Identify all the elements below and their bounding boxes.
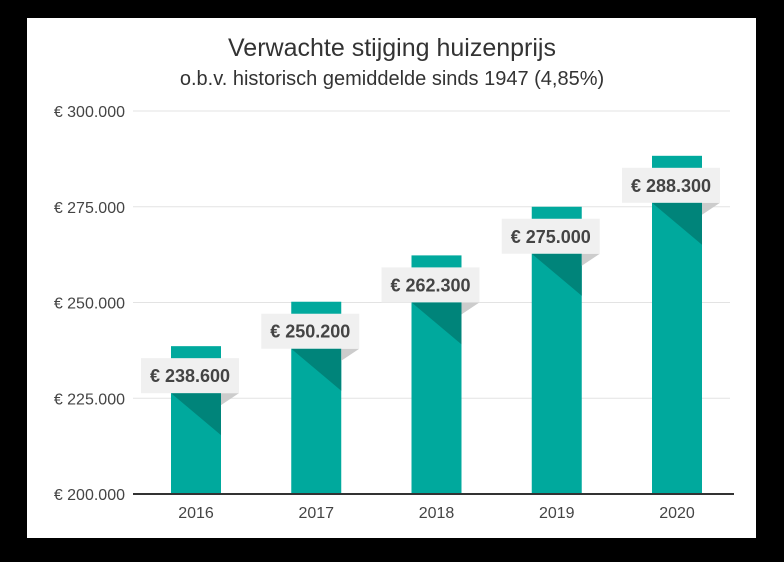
data-label: € 288.300 — [631, 176, 711, 196]
x-tick-label: 2020 — [659, 505, 695, 522]
label-fold — [341, 348, 360, 361]
x-tick-label: 2016 — [178, 505, 214, 522]
data-label-box — [381, 267, 480, 303]
data-label-box — [622, 167, 720, 203]
label-fold — [581, 253, 600, 266]
bar-shade — [291, 348, 342, 391]
data-label-box — [501, 218, 600, 254]
chart-subtitle: o.b.v. historisch gemiddelde sinds 1947 … — [179, 68, 605, 90]
bar-shade — [411, 302, 462, 345]
label-fold — [221, 393, 239, 406]
y-tick-label: € 300.000 — [54, 104, 125, 121]
y-tick-label: € 250.000 — [54, 296, 125, 313]
data-label-box — [261, 313, 360, 349]
data-label: € 250.200 — [270, 322, 350, 342]
label-fold — [702, 202, 720, 215]
bar-shade — [652, 202, 702, 245]
y-tick-label: € 225.000 — [54, 391, 125, 408]
x-tick-label: 2019 — [539, 505, 575, 522]
bar-shade — [171, 393, 221, 436]
data-label: € 275.000 — [511, 227, 591, 247]
data-label-box — [141, 358, 239, 394]
label-fold — [461, 302, 480, 315]
chart-title: Verwachte stijging huizenprijs — [228, 34, 556, 62]
x-tick-label: 2017 — [298, 505, 334, 522]
data-label: € 238.600 — [150, 366, 230, 386]
y-tick-label: € 275.000 — [54, 200, 125, 217]
x-tick-label: 2018 — [419, 505, 455, 522]
data-label: € 262.300 — [390, 275, 470, 295]
y-tick-label: € 200.000 — [54, 487, 125, 504]
bar-shade — [531, 253, 582, 296]
